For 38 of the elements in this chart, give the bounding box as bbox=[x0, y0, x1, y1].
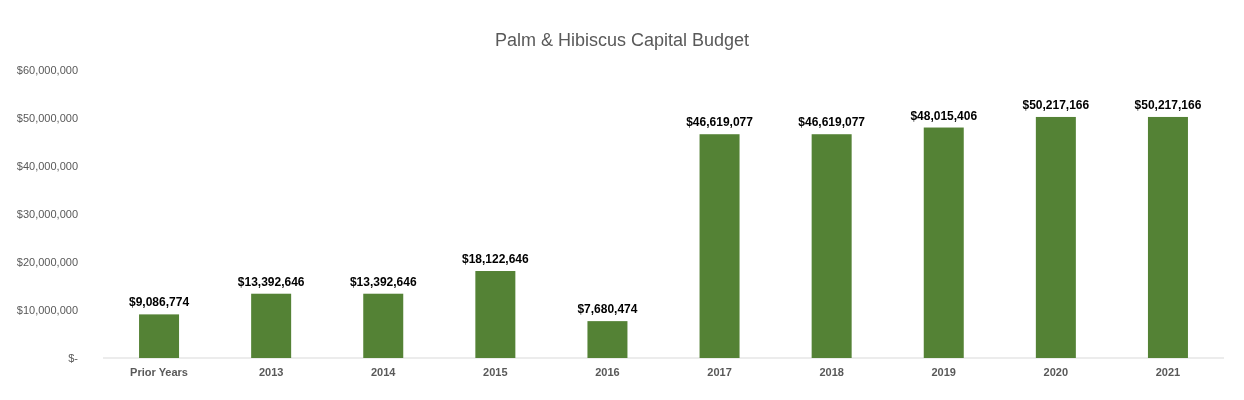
bar bbox=[251, 293, 292, 358]
x-tick-label: 2019 bbox=[931, 366, 956, 378]
y-tick-label: $50,000,000 bbox=[16, 111, 78, 124]
bar bbox=[587, 321, 628, 358]
bar bbox=[1035, 116, 1076, 358]
y-tick-label: $30,000,000 bbox=[16, 207, 78, 220]
bar bbox=[363, 293, 404, 358]
x-tick-label: 2021 bbox=[1155, 366, 1181, 378]
data-label: $50,217,166 bbox=[1022, 97, 1090, 112]
data-label: $13,392,646 bbox=[349, 274, 417, 289]
x-tick-label: 2014 bbox=[371, 366, 397, 378]
data-label: $46,619,077 bbox=[798, 115, 866, 130]
data-label: $48,015,406 bbox=[910, 108, 978, 123]
data-label: $18,122,646 bbox=[461, 252, 530, 267]
bar bbox=[699, 134, 740, 358]
bar bbox=[811, 134, 852, 358]
bar bbox=[139, 314, 180, 358]
data-label: $50,217,166 bbox=[1134, 97, 1202, 112]
bar bbox=[923, 127, 964, 358]
bar bbox=[1147, 116, 1188, 358]
y-tick-label: $- bbox=[68, 351, 79, 364]
x-tick-label: 2017 bbox=[707, 366, 732, 378]
data-label: $13,392,646 bbox=[237, 274, 305, 289]
x-tick-label: Prior Years bbox=[130, 366, 188, 378]
y-tick-label: $10,000,000 bbox=[16, 303, 78, 316]
bar bbox=[475, 271, 516, 358]
data-label: $9,086,774 bbox=[129, 295, 190, 310]
data-label: $46,619,077 bbox=[686, 115, 754, 130]
x-tick-label: 2018 bbox=[819, 366, 844, 378]
y-tick-label: $60,000,000 bbox=[16, 63, 78, 76]
data-label: $7,680,474 bbox=[577, 302, 638, 317]
y-tick-label: $40,000,000 bbox=[16, 159, 78, 172]
x-tick-label: 2020 bbox=[1043, 366, 1069, 378]
chart-title: Palm & Hibiscus Capital Budget bbox=[494, 30, 750, 50]
y-tick-label: $20,000,000 bbox=[16, 255, 78, 268]
x-tick-label: 2016 bbox=[595, 366, 620, 378]
x-tick-label: 2015 bbox=[483, 366, 508, 378]
x-tick-label: 2013 bbox=[258, 366, 284, 378]
